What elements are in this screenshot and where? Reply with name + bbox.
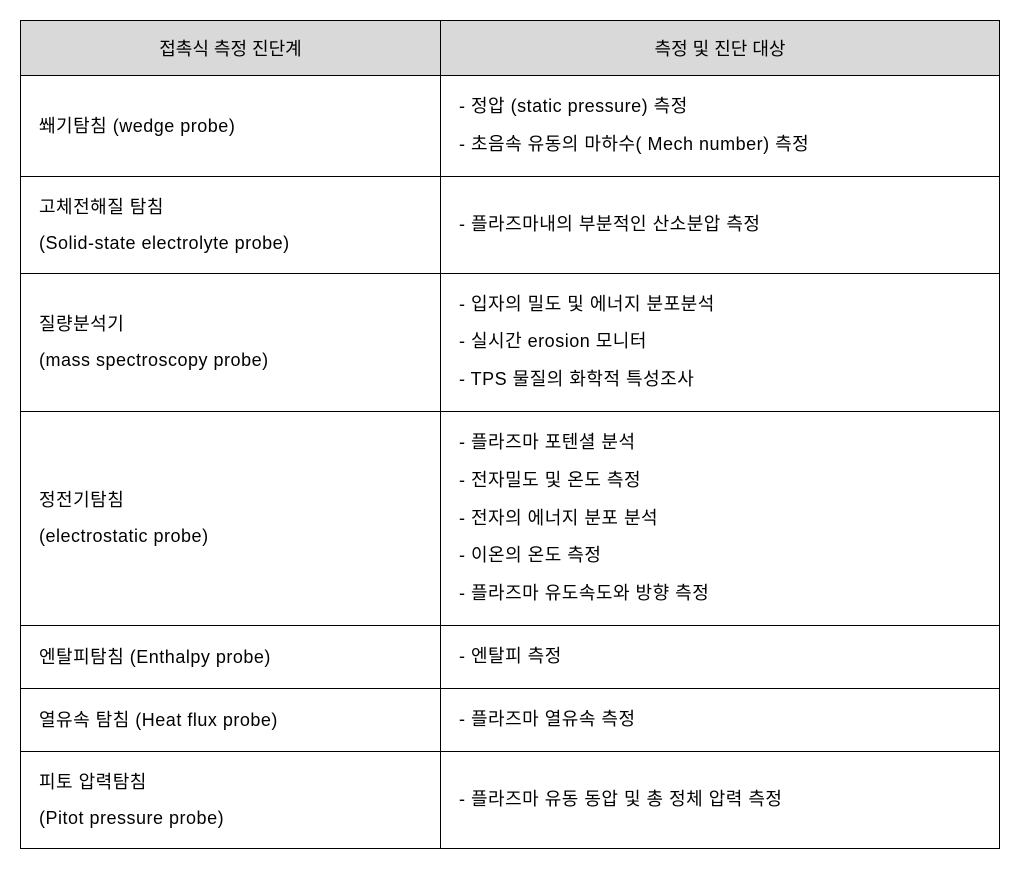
probe-name-line: 정전기탐침 xyxy=(39,482,422,518)
target-cell: - 플라즈마 포텐셜 분석- 전자밀도 및 온도 측정- 전자의 에너지 분포 … xyxy=(441,411,1000,625)
column-header-probe: 접촉식 측정 진단계 xyxy=(21,21,441,76)
probe-name-line: (Solid-state electrolyte probe) xyxy=(39,225,422,261)
target-cell: - 플라즈마 유동 동압 및 총 정체 압력 측정 xyxy=(441,751,1000,848)
target-line: - 정압 (static pressure) 측정 xyxy=(459,88,981,126)
target-cell: - 입자의 밀도 및 에너지 분포분석- 실시간 erosion 모니터- TP… xyxy=(441,273,1000,411)
target-line: - 플라즈마 열유속 측정 xyxy=(459,701,981,739)
column-header-target: 측정 및 진단 대상 xyxy=(441,21,1000,76)
target-line: - 전자의 에너지 분포 분석 xyxy=(459,500,981,538)
target-line: - 이온의 온도 측정 xyxy=(459,537,981,575)
probe-name-line: 피토 압력탐침 xyxy=(39,764,422,800)
probe-name-line: (electrostatic probe) xyxy=(39,518,422,554)
target-line: - 입자의 밀도 및 에너지 분포분석 xyxy=(459,286,981,324)
target-line: - 플라즈마내의 부분적인 산소분압 측정 xyxy=(459,206,981,244)
target-line: - 플라즈마 유도속도와 방향 측정 xyxy=(459,575,981,613)
target-line: - 엔탈피 측정 xyxy=(459,638,981,676)
probe-name-cell: 고체전해질 탐침(Solid-state electrolyte probe) xyxy=(21,176,441,273)
probe-name-line: (mass spectroscopy probe) xyxy=(39,342,422,378)
target-line: - 플라즈마 유동 동압 및 총 정체 압력 측정 xyxy=(459,781,981,819)
probe-diagnostics-table: 접촉식 측정 진단계 측정 및 진단 대상 쐐기탐침 (wedge probe)… xyxy=(20,20,1000,849)
target-line: - 초음속 유동의 마하수( Mech number) 측정 xyxy=(459,126,981,164)
probe-name-line: 질량분석기 xyxy=(39,306,422,342)
probe-name-line: 엔탈피탐침 (Enthalpy probe) xyxy=(39,639,422,675)
target-line: - 전자밀도 및 온도 측정 xyxy=(459,462,981,500)
target-line: - 플라즈마 포텐셜 분석 xyxy=(459,424,981,462)
table-row: 고체전해질 탐침(Solid-state electrolyte probe)-… xyxy=(21,176,1000,273)
target-cell: - 플라즈마 열유속 측정 xyxy=(441,688,1000,751)
table-row: 질량분석기(mass spectroscopy probe)- 입자의 밀도 및… xyxy=(21,273,1000,411)
probe-name-line: 쐐기탐침 (wedge probe) xyxy=(39,108,422,144)
target-cell: - 정압 (static pressure) 측정- 초음속 유동의 마하수( … xyxy=(441,76,1000,177)
table-row: 열유속 탐침 (Heat flux probe) - 플라즈마 열유속 측정 xyxy=(21,688,1000,751)
probe-name-line: (Pitot pressure probe) xyxy=(39,800,422,836)
table-header-row: 접촉식 측정 진단계 측정 및 진단 대상 xyxy=(21,21,1000,76)
target-line: - TPS 물질의 화학적 특성조사 xyxy=(459,361,981,399)
probe-name-line: 고체전해질 탐침 xyxy=(39,189,422,225)
probe-name-line: 열유속 탐침 (Heat flux probe) xyxy=(39,702,422,738)
probe-name-cell: 질량분석기(mass spectroscopy probe) xyxy=(21,273,441,411)
probe-name-cell: 열유속 탐침 (Heat flux probe) xyxy=(21,688,441,751)
table-body: 쐐기탐침 (wedge probe) - 정압 (static pressure)… xyxy=(21,76,1000,849)
probe-name-cell: 정전기탐침(electrostatic probe) xyxy=(21,411,441,625)
target-cell: - 플라즈마내의 부분적인 산소분압 측정 xyxy=(441,176,1000,273)
table-row: 쐐기탐침 (wedge probe) - 정압 (static pressure)… xyxy=(21,76,1000,177)
target-cell: - 엔탈피 측정 xyxy=(441,625,1000,688)
table-row: 정전기탐침(electrostatic probe)- 플라즈마 포텐셜 분석-… xyxy=(21,411,1000,625)
probe-name-cell: 피토 압력탐침(Pitot pressure probe) xyxy=(21,751,441,848)
target-line: - 실시간 erosion 모니터 xyxy=(459,323,981,361)
table-row: 엔탈피탐침 (Enthalpy probe) - 엔탈피 측정 xyxy=(21,625,1000,688)
table-row: 피토 압력탐침(Pitot pressure probe) - 플라즈마 유동 동… xyxy=(21,751,1000,848)
probe-name-cell: 쐐기탐침 (wedge probe) xyxy=(21,76,441,177)
probe-name-cell: 엔탈피탐침 (Enthalpy probe) xyxy=(21,625,441,688)
